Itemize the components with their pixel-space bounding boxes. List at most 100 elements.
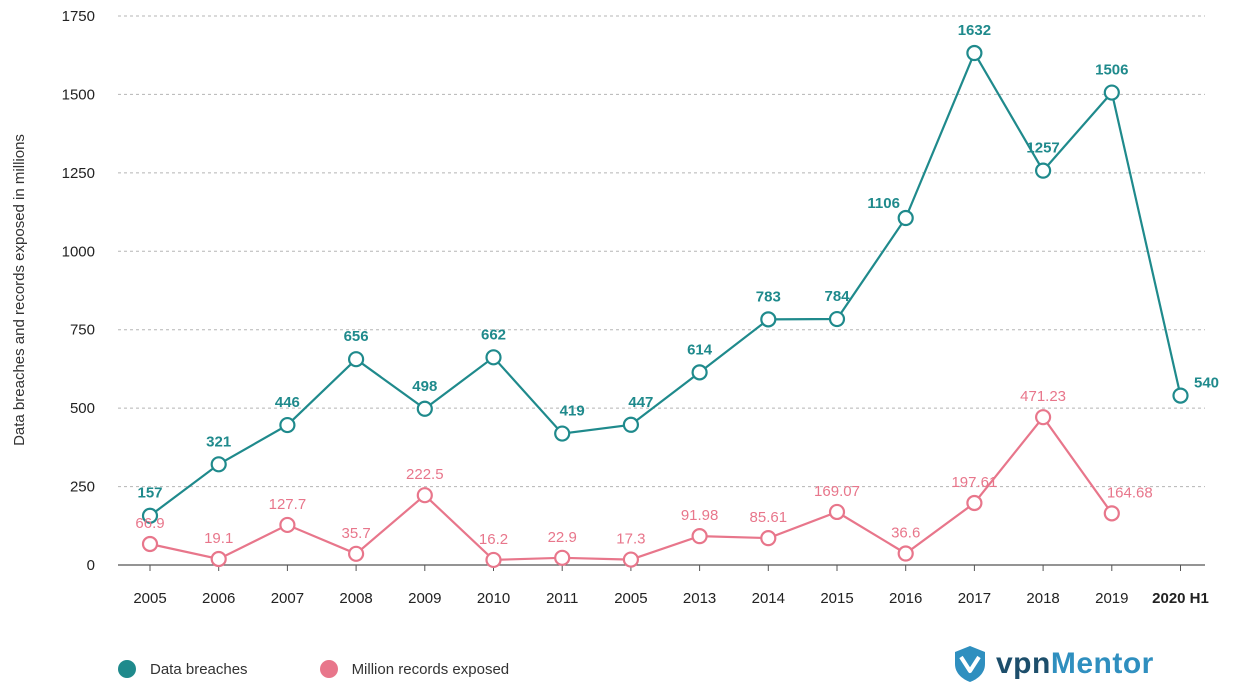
data-label-0-3: 656: [344, 328, 369, 345]
data-label-1-0: 66.9: [135, 515, 164, 532]
y-tick-250: 250: [70, 479, 95, 496]
data-label-1-8: 91.98: [681, 507, 719, 524]
data-point-0-12: [967, 46, 981, 60]
y-axis-label: Data breaches and records exposed in mil…: [11, 134, 28, 446]
brand-text-vpn: vpn: [996, 647, 1051, 681]
x-tick-label-0: 2005: [133, 590, 166, 607]
data-point-0-9: [761, 312, 775, 326]
data-point-0-14: [1105, 86, 1119, 100]
data-point-1-13: [1036, 410, 1050, 424]
data-point-1-9: [761, 531, 775, 545]
data-point-0-7: [624, 418, 638, 432]
y-tick-1000: 1000: [62, 243, 95, 260]
data-point-0-13: [1036, 164, 1050, 178]
data-point-0-3: [349, 352, 363, 366]
y-tick-1250: 1250: [62, 165, 95, 182]
x-tick-label-13: 2018: [1026, 590, 1059, 607]
data-label-0-11: 1106: [867, 195, 900, 212]
data-point-1-1: [212, 552, 226, 566]
y-tick-750: 750: [70, 322, 95, 339]
series-data-breaches: 157 321 446 656 498 662 419 447 614 783 784 1106 163…: [137, 22, 1219, 523]
data-point-0-5: [487, 350, 501, 364]
data-point-1-8: [693, 529, 707, 543]
legend-swatch-teal: [118, 660, 136, 678]
x-tick-label-4: 2009: [408, 590, 441, 607]
data-point-1-6: [555, 551, 569, 565]
data-label-1-7: 17.3: [616, 531, 645, 548]
data-label-0-14: 1506: [1095, 62, 1128, 79]
data-point-0-15: [1174, 389, 1188, 403]
legend-swatch-pink: [320, 660, 338, 678]
data-label-0-4: 498: [412, 378, 437, 395]
data-point-1-2: [280, 518, 294, 532]
x-tick-label-8: 2013: [683, 590, 716, 607]
data-label-0-12: 1632: [958, 22, 991, 39]
data-label-0-13: 1257: [1026, 140, 1059, 157]
vpnmentor-logo: vpn Mentor: [952, 644, 1154, 684]
series-group: 157 321 446 656 498 662 419 447 614 783 784 1106 163…: [135, 22, 1219, 567]
data-label-0-1: 321: [206, 433, 231, 450]
x-tick-label-6: 2011: [546, 590, 578, 607]
data-point-0-1: [212, 457, 226, 471]
data-label-1-9: 85.61: [750, 509, 788, 526]
data-label-0-9: 783: [756, 288, 781, 305]
legend-item-records-exposed: Million records exposed: [320, 660, 510, 678]
data-point-1-3: [349, 547, 363, 561]
data-point-1-4: [418, 488, 432, 502]
x-tick-label-7: 2005: [614, 590, 647, 607]
data-point-1-0: [143, 537, 157, 551]
data-label-0-5: 662: [481, 326, 506, 343]
legend: Data breaches Million records exposed: [118, 660, 581, 678]
y-tick-1500: 1500: [62, 86, 95, 103]
x-axis-ticks: 2005 2006 2007 2008 2009 2010 2011 2005 2013 2014…: [133, 565, 1209, 607]
data-point-1-10: [830, 505, 844, 519]
x-tick-label-2: 2007: [271, 590, 304, 607]
data-label-0-10: 784: [824, 288, 850, 305]
data-point-0-4: [418, 402, 432, 416]
data-label-1-13: 471.23: [1020, 388, 1066, 405]
y-axis-ticks: 0 250 500 750 1000 1250 1500 1750: [62, 8, 95, 574]
series-line-0: [150, 53, 1181, 516]
x-tick-label-9: 2014: [752, 590, 785, 607]
data-label-0-6: 419: [560, 403, 585, 420]
data-label-0-8: 614: [687, 341, 713, 358]
grid-lines: [118, 16, 1205, 565]
x-tick-label-11: 2016: [889, 590, 922, 607]
x-tick-label-1: 2006: [202, 590, 235, 607]
legend-label-records-exposed: Million records exposed: [352, 661, 510, 678]
x-tick-label-12: 2017: [958, 590, 991, 607]
data-point-0-11: [899, 211, 913, 225]
x-tick-label-10: 2015: [820, 590, 853, 607]
data-point-1-12: [967, 496, 981, 510]
data-label-1-6: 22.9: [548, 529, 577, 546]
data-point-1-11: [899, 547, 913, 561]
data-point-1-14: [1105, 506, 1119, 520]
data-label-1-11: 36.6: [891, 525, 920, 542]
data-point-0-2: [280, 418, 294, 432]
data-label-1-1: 19.1: [204, 530, 233, 547]
x-tick-label-15: 2020 H1: [1152, 590, 1209, 607]
x-tick-label-14: 2019: [1095, 590, 1128, 607]
x-tick-label-5: 2010: [477, 590, 510, 607]
data-point-1-5: [487, 553, 501, 567]
legend-label-data-breaches: Data breaches: [150, 661, 248, 678]
data-label-0-0: 157: [137, 485, 162, 502]
y-tick-0: 0: [87, 557, 95, 574]
shield-logo-icon: [952, 644, 988, 684]
y-tick-1750: 1750: [62, 8, 95, 25]
data-label-1-14: 164.68: [1107, 484, 1153, 501]
legend-item-data-breaches: Data breaches: [118, 660, 248, 678]
y-tick-500: 500: [70, 400, 95, 417]
data-label-1-3: 35.7: [341, 525, 370, 542]
data-label-1-12: 197.61: [951, 474, 997, 491]
x-tick-label-3: 2008: [339, 590, 372, 607]
data-label-0-2: 446: [275, 394, 300, 411]
data-point-1-7: [624, 553, 638, 567]
data-point-0-6: [555, 427, 569, 441]
data-label-1-2: 127.7: [269, 496, 307, 513]
data-label-1-5: 16.2: [479, 531, 508, 548]
data-label-0-7: 447: [628, 394, 653, 411]
brand-text-mentor: Mentor: [1051, 647, 1154, 681]
data-label-0-15: 540: [1194, 375, 1219, 392]
